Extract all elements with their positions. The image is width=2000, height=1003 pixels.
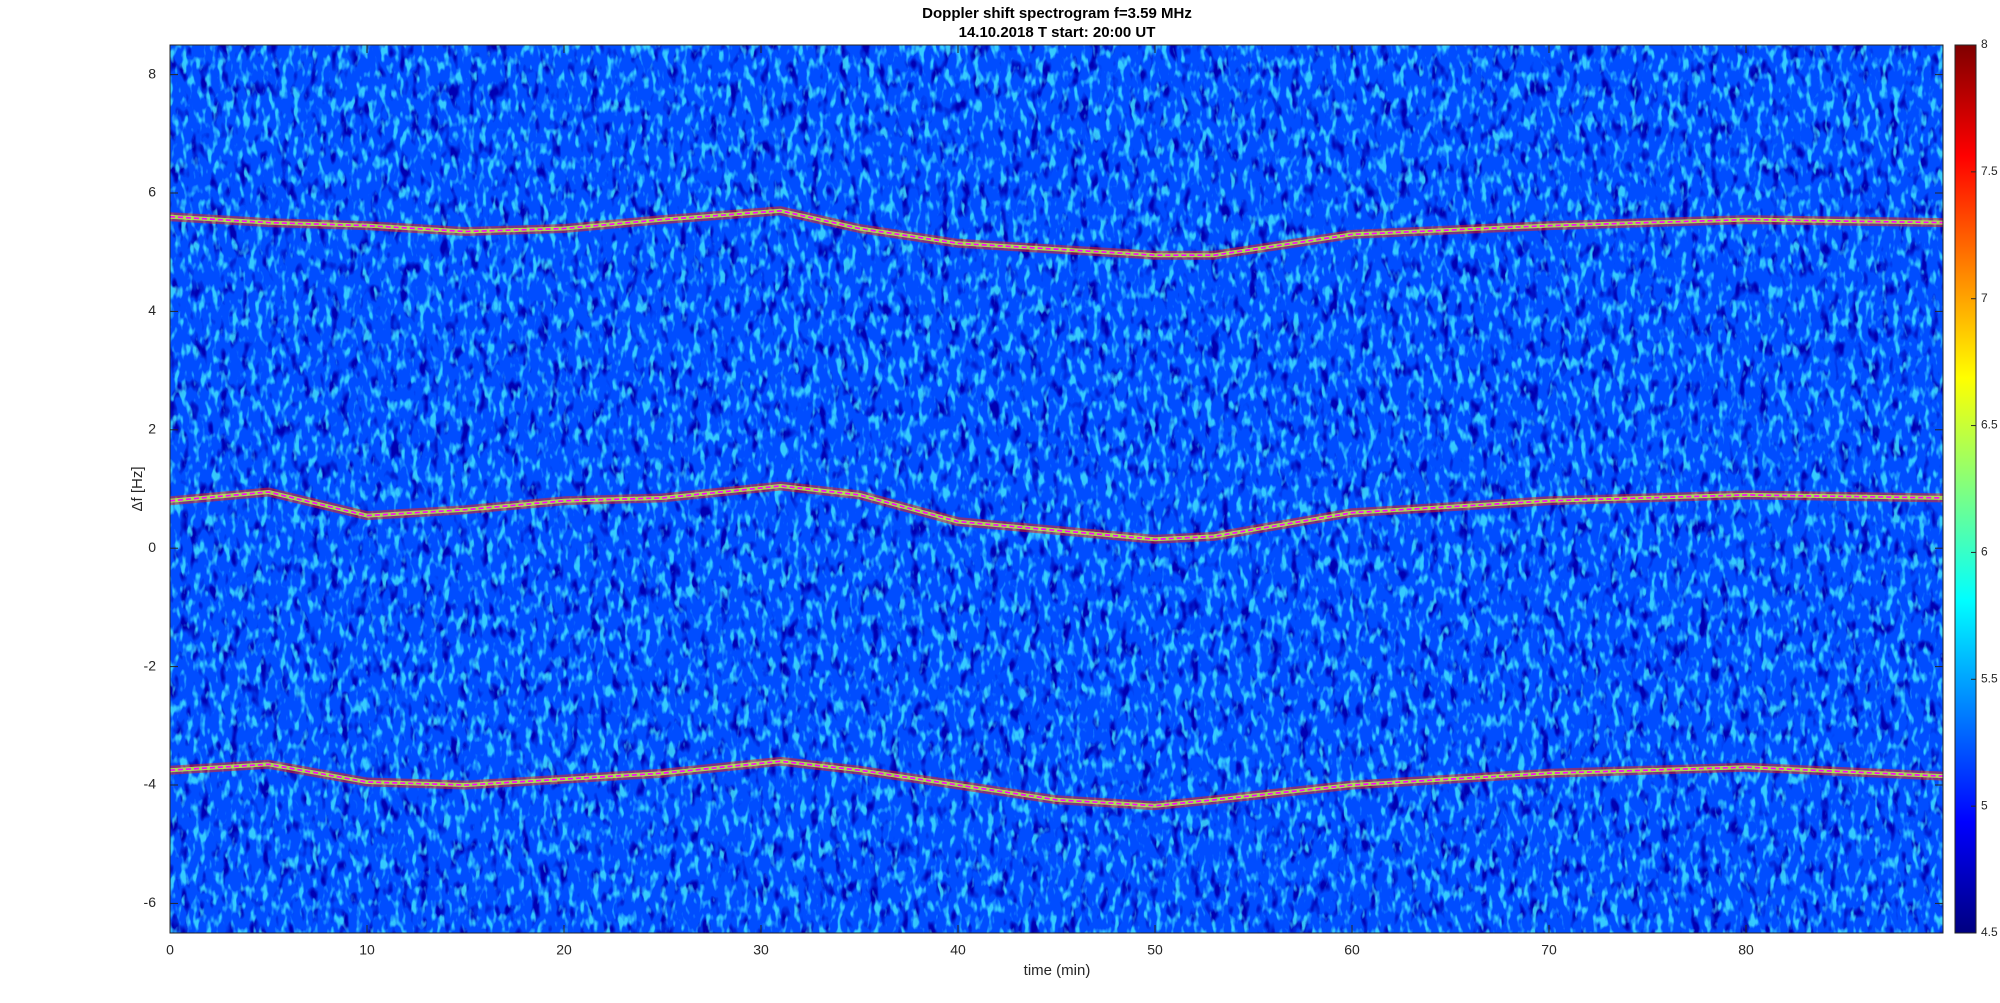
y-axis-label: Δf [Hz] <box>129 466 146 511</box>
chart-subtitle: 14.10.2018 T start: 20:00 UT <box>959 24 1156 41</box>
y-tick-label: 2 <box>148 421 156 437</box>
y-tick-label: -2 <box>144 657 157 673</box>
x-tick-label: 60 <box>1344 942 1360 958</box>
chart-title: Doppler shift spectrogram f=3.59 MHz <box>922 5 1192 22</box>
y-tick-label: 0 <box>148 539 156 555</box>
colorbar-tick-label: 8 <box>1981 37 1988 51</box>
x-axis-label: time (min) <box>1024 962 1091 979</box>
x-tick-label: 0 <box>166 942 174 958</box>
colorbar-tick-label: 5 <box>1981 798 1988 812</box>
trace-glow-core <box>169 208 1944 258</box>
y-tick-label: 6 <box>148 184 156 200</box>
colorbar-tick-label: 6.5 <box>1981 418 1998 432</box>
x-tick-label: 20 <box>556 942 572 958</box>
y-tick-label: 8 <box>148 65 156 81</box>
x-tick-label: 10 <box>359 942 375 958</box>
x-tick-label: 80 <box>1738 942 1754 958</box>
colorbar-tick-label: 7 <box>1981 291 1988 305</box>
y-tick-label: -6 <box>144 894 157 910</box>
colorbar-tick-label: 7.5 <box>1981 164 1998 178</box>
x-tick-label: 50 <box>1147 942 1163 958</box>
trace-line <box>169 485 1944 541</box>
x-tick-label: 70 <box>1541 942 1557 958</box>
colorbar-tick-label: 6 <box>1981 545 1988 559</box>
colorbar <box>1954 44 1977 934</box>
trace-line <box>169 760 1944 807</box>
y-tick-label: -4 <box>144 776 157 792</box>
x-tick-label: 30 <box>753 942 769 958</box>
x-tick-label: 40 <box>950 942 966 958</box>
plot-frame <box>169 44 1944 934</box>
y-tick-label: 4 <box>148 302 156 318</box>
colorbar-tick-label: 5.5 <box>1981 671 1998 685</box>
colorbar-tick-label: 4.5 <box>1981 925 1998 939</box>
